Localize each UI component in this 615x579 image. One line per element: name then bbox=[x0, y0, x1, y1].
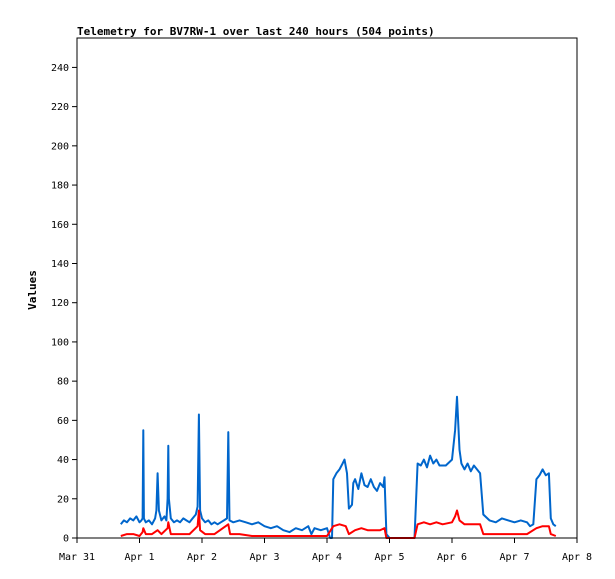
series-line-2 bbox=[120, 509, 557, 539]
y-axis: 0 20 40 60 80 100 120 140 160 180 200 220 240 bbox=[51, 63, 77, 545]
y-tick-label: 40 bbox=[57, 455, 69, 466]
y-axis-label: Values bbox=[26, 270, 39, 310]
y-tick-label: 240 bbox=[51, 63, 69, 74]
y-tick-label: 120 bbox=[51, 298, 69, 309]
x-tick-label: Apr 2 bbox=[187, 552, 217, 563]
plot-area bbox=[76, 37, 578, 539]
y-tick-label: 0 bbox=[63, 534, 69, 545]
y-tick-label: 60 bbox=[57, 416, 69, 427]
plot-frame bbox=[76, 37, 578, 539]
y-tick-label: 100 bbox=[51, 337, 69, 348]
y-tick-label: 180 bbox=[51, 181, 69, 192]
y-tick-label: 80 bbox=[57, 377, 69, 388]
y-tick-label: 200 bbox=[51, 141, 69, 152]
x-tick-label: Mar 31 bbox=[59, 552, 95, 563]
series-group bbox=[120, 395, 557, 539]
y-tick-label: 220 bbox=[51, 102, 69, 113]
x-tick-label: Apr 8 bbox=[562, 552, 592, 563]
y-tick-label: 160 bbox=[51, 220, 69, 231]
x-tick-label: Apr 6 bbox=[437, 552, 467, 563]
x-tick-label: Apr 4 bbox=[312, 552, 342, 563]
x-axis: Mar 31 Apr 1 Apr 2 Apr 3 Apr 4 Apr 5 Apr 6 Apr … bbox=[59, 538, 592, 563]
x-tick-label: Apr 7 bbox=[499, 552, 529, 563]
x-tick-label: Apr 3 bbox=[249, 552, 279, 563]
y-tick-label: 140 bbox=[51, 259, 69, 270]
y-tick-label: 20 bbox=[57, 494, 69, 505]
chart-title: Telemetry for BV7RW-1 over last 240 hour… bbox=[77, 25, 435, 38]
x-tick-label: Apr 1 bbox=[124, 552, 154, 563]
x-tick-label: Apr 5 bbox=[374, 552, 404, 563]
